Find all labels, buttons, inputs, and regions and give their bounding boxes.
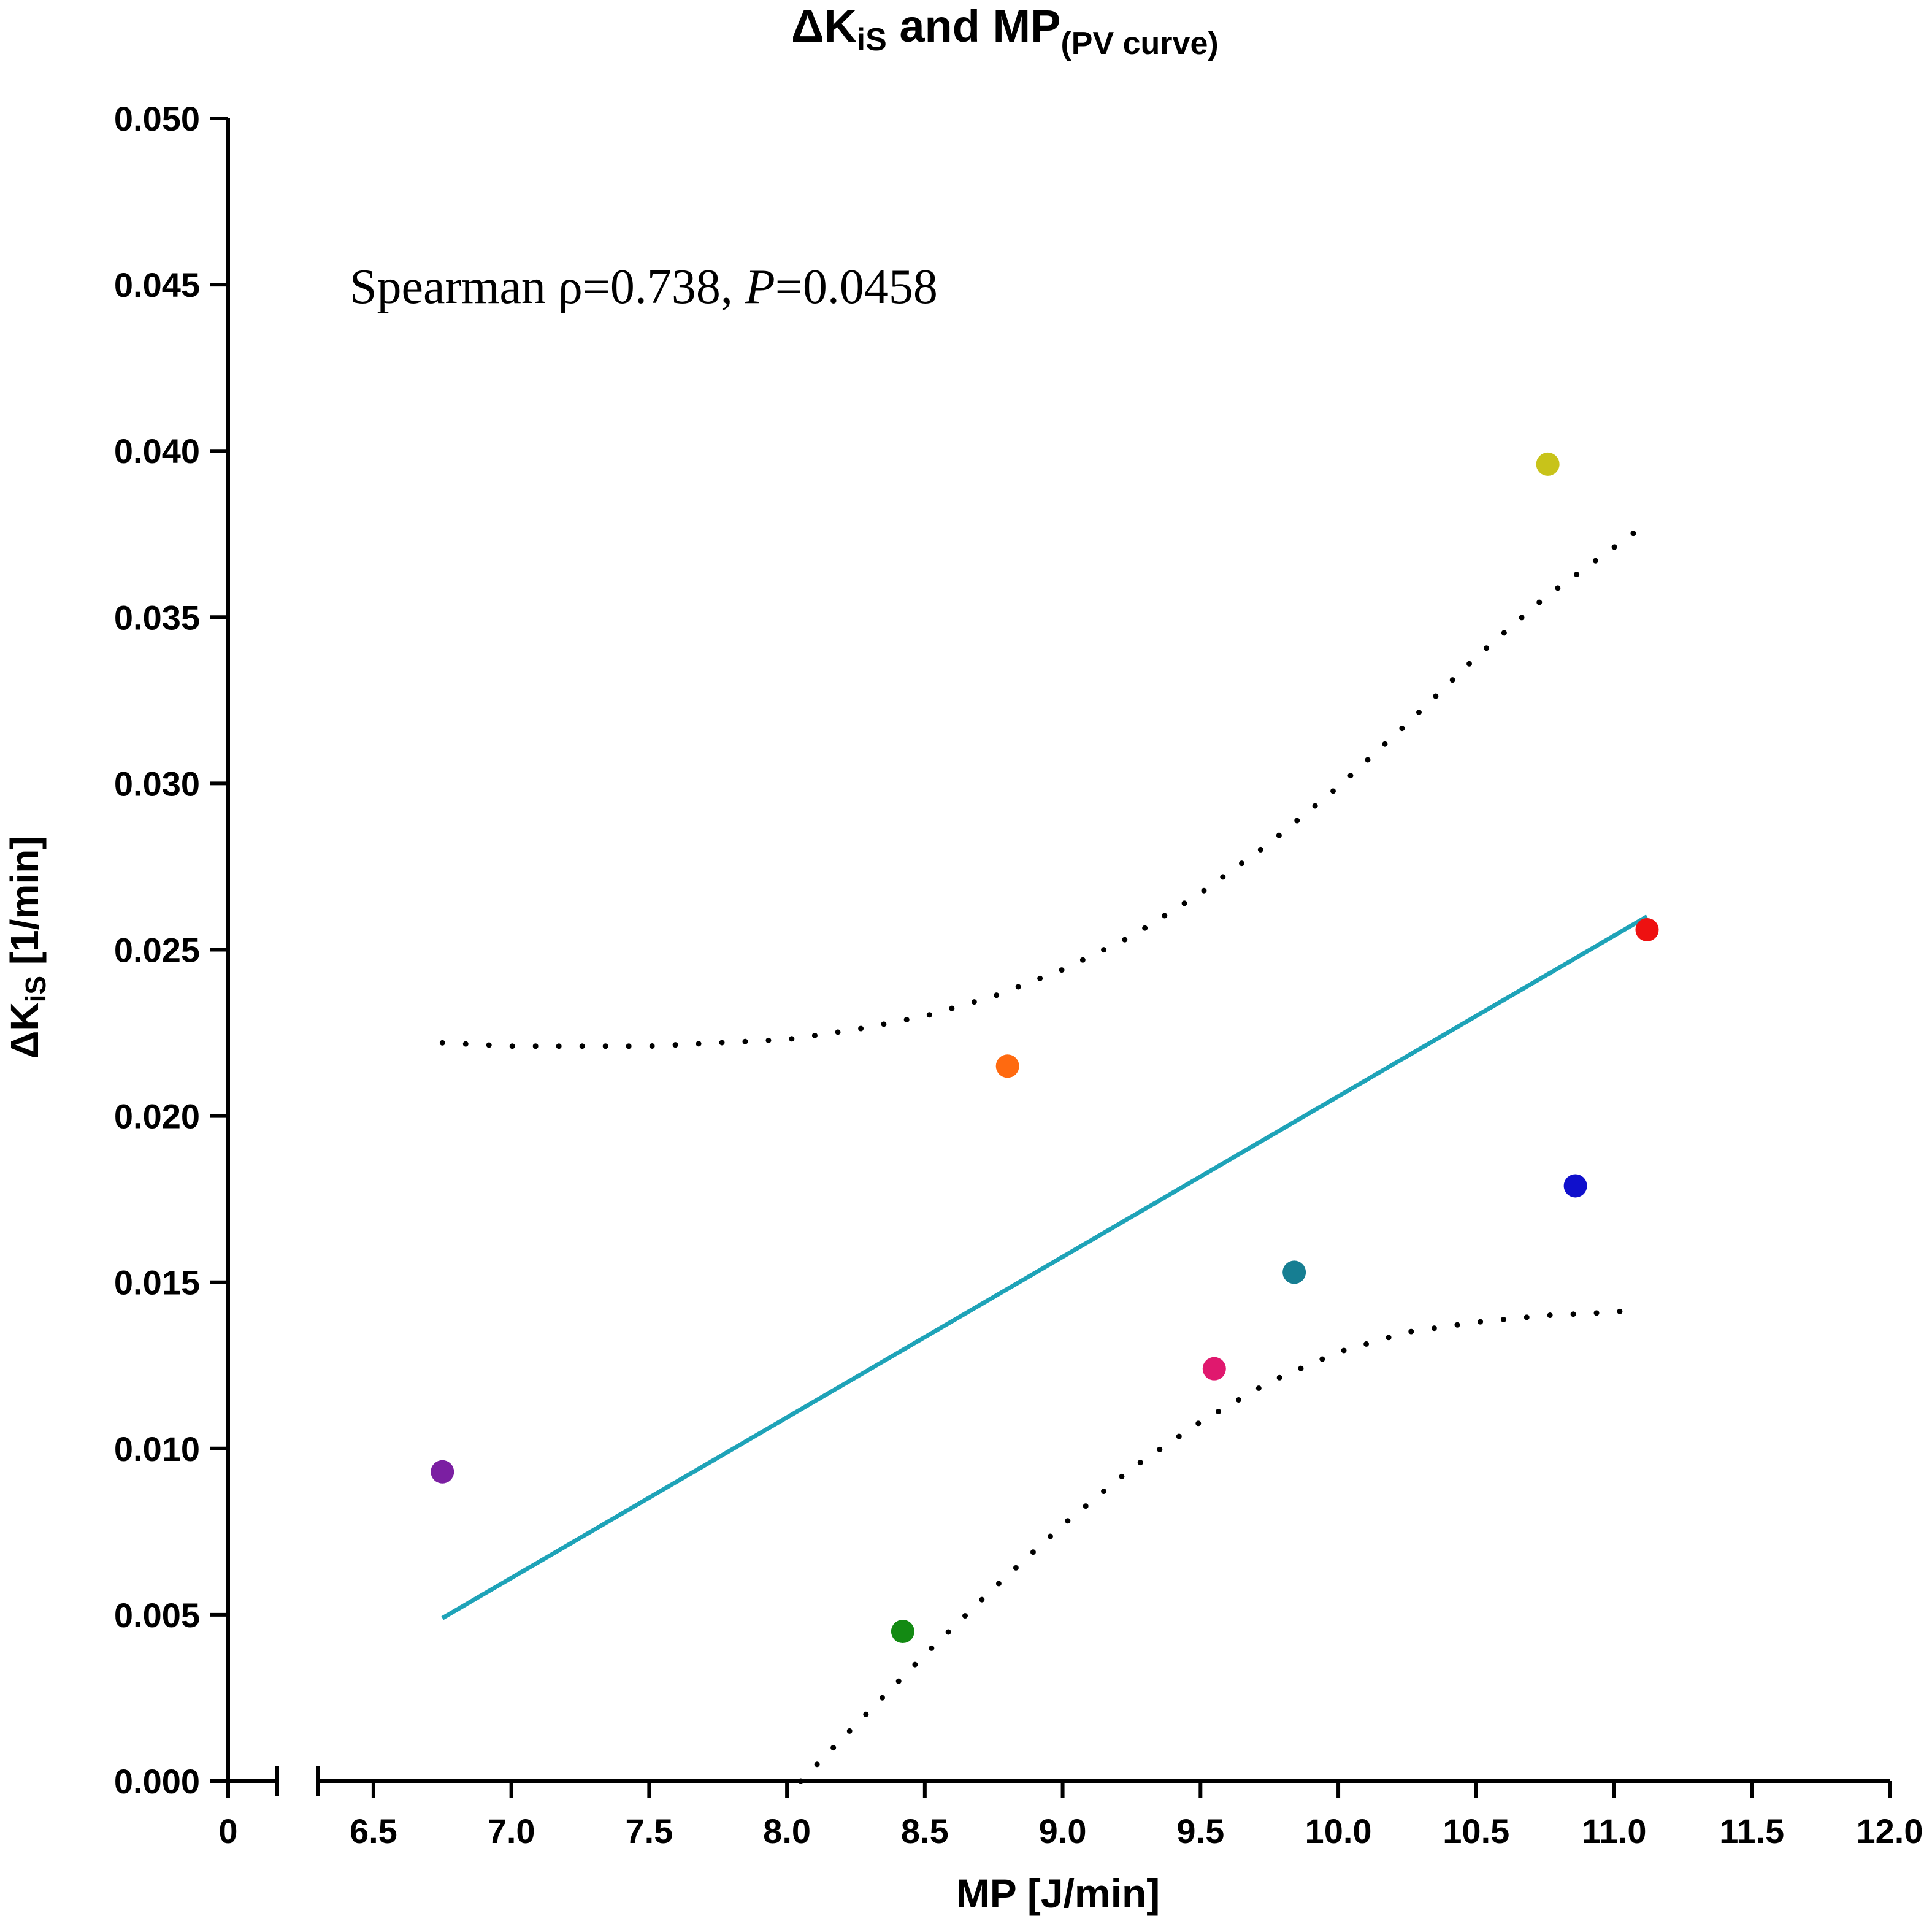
y-tick-label: 0.050	[114, 99, 200, 138]
y-tick-label: 0.000	[114, 1762, 200, 1801]
x-tick-label: 8.5	[901, 1812, 949, 1850]
y-tick-label: 0.015	[114, 1263, 200, 1302]
x-tick-label: 9.5	[1176, 1812, 1224, 1850]
data-point	[891, 1620, 914, 1644]
spearman-annotation: Spearman ρ=0.738, P=0.0458	[350, 260, 938, 314]
data-point	[431, 1460, 454, 1484]
data-point	[1536, 452, 1560, 476]
y-ticks: 0.000 0.005 0.010 0.015 0.020 0.025 0.030 0.035…	[114, 99, 228, 1801]
x-tick-label: 8.0	[763, 1812, 811, 1850]
y-tick-label: 0.045	[114, 266, 200, 304]
data-point	[995, 1054, 1019, 1078]
x-tick-label: 11.5	[1719, 1812, 1784, 1850]
data-point	[1282, 1260, 1306, 1284]
y-axis-label: ΔKiS [1/min]	[2, 836, 52, 1059]
x-tick-label: 11.0	[1582, 1812, 1647, 1850]
y-tick-label: 0.040	[114, 432, 200, 470]
regression-line	[441, 914, 1649, 1620]
x-tick-label: 7.5	[625, 1812, 673, 1850]
data-points	[431, 452, 1659, 1644]
x-ticks: 6.5 7.0 7.5 8.0 8.5 9.0 9.5 10.0 10.5 11.0 11.5 12.…	[350, 1781, 1923, 1850]
x-tick-label: 12.0	[1857, 1812, 1923, 1850]
x-tick-label: 9.0	[1039, 1812, 1087, 1850]
y-tick-label: 0.035	[114, 598, 200, 637]
x-tick-label: 7.0	[488, 1812, 535, 1850]
x-tick-label: 10.0	[1305, 1812, 1372, 1850]
ci-lower-band	[798, 1306, 1644, 1784]
x-tick-label-zero: 0	[218, 1812, 237, 1850]
x-tick-label: 10.5	[1443, 1812, 1509, 1850]
ci-upper-curve	[439, 524, 1644, 1049]
data-point	[1635, 918, 1659, 941]
data-point	[1202, 1357, 1226, 1381]
y-tick-label: 0.020	[114, 1097, 200, 1136]
ci-lower-curve	[798, 1306, 1644, 1784]
y-tick-label: 0.010	[114, 1430, 200, 1468]
y-tick-label: 0.005	[114, 1596, 200, 1634]
ci-upper-band	[439, 524, 1644, 1049]
y-tick-label: 0.025	[114, 931, 200, 970]
x-axis-label: MP [J/min]	[956, 1871, 1160, 1916]
x-tick-label: 6.5	[350, 1812, 397, 1850]
data-point	[1563, 1174, 1587, 1198]
chart-title: ΔKiS and MP(PV curve)	[791, 1, 1219, 61]
y-tick-label: 0.030	[114, 764, 200, 803]
